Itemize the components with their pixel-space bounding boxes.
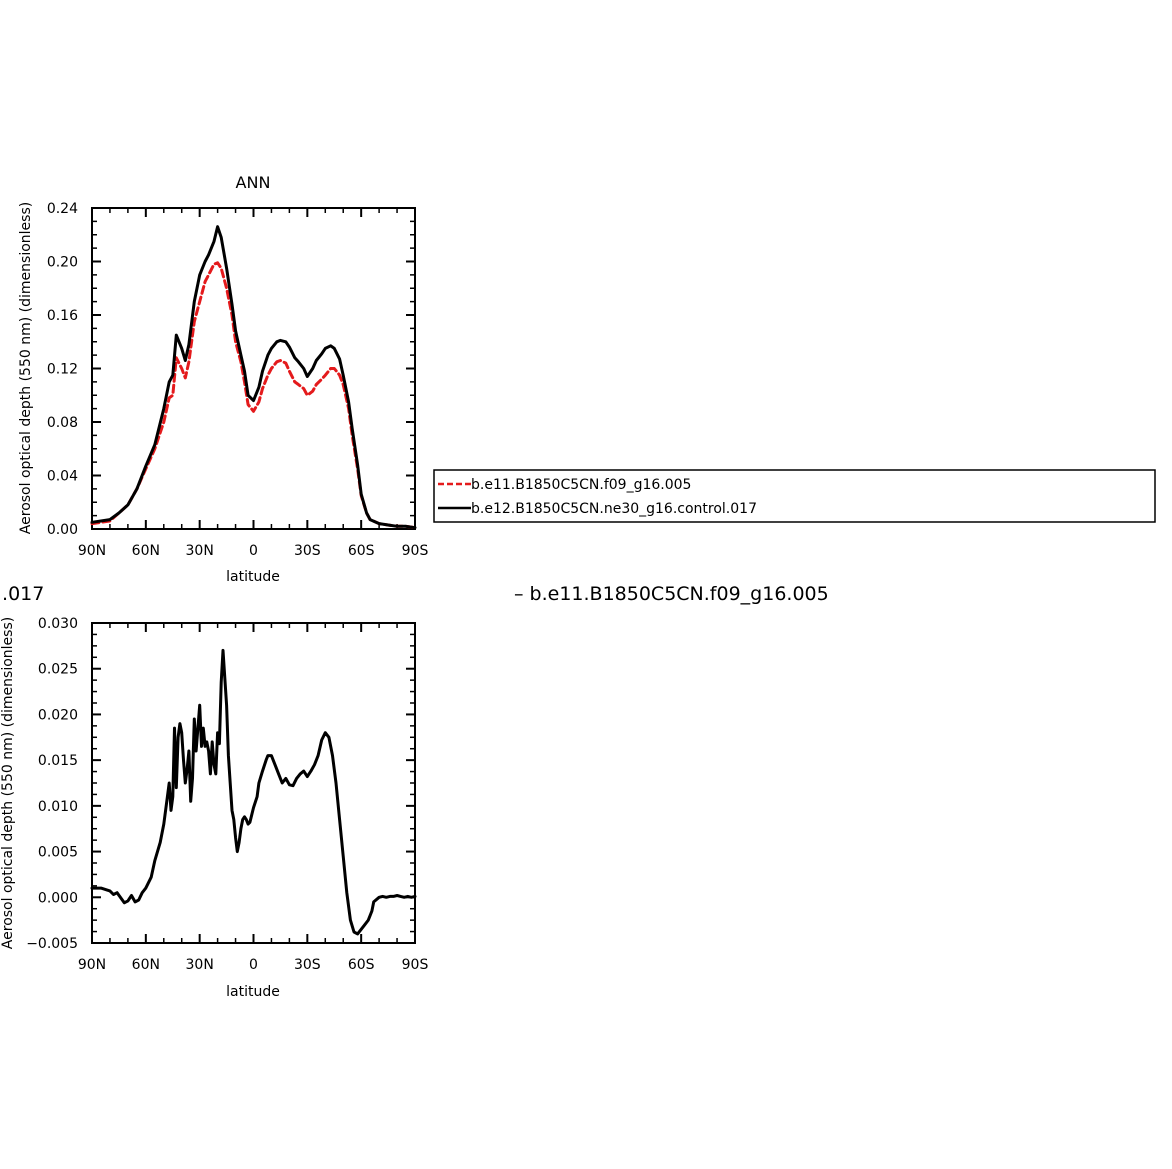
legend-entry-control: b.e12.B1850C5CN.ne30_g16.control.017: [471, 501, 757, 517]
y-tick-label: 0.020: [38, 707, 78, 723]
x-tick-label: 90N: [78, 543, 106, 559]
y-tick-label: 0.010: [38, 799, 78, 815]
series-line-b-e12-b1850c5cn-ne30-g16-control-017: [90, 225, 417, 530]
x-tick-label: 60N: [132, 543, 160, 559]
bottom-y-axis-label: Aerosol optical depth (550 nm) (dimensio…: [0, 617, 16, 949]
x-tick-label: 30S: [294, 957, 321, 973]
x-tick-label: 60S: [348, 543, 375, 559]
x-tick-label: 90S: [402, 543, 429, 559]
x-tick-label: 30N: [186, 543, 214, 559]
x-tick-label: 30S: [294, 543, 321, 559]
y-tick-label: 0.20: [47, 255, 78, 271]
y-tick-label: 0.16: [47, 308, 78, 324]
y-tick-label: 0.04: [47, 469, 78, 485]
top-ticks: [91, 207, 416, 530]
bottom-x-tick-labels: 90N 60N 30N 0 30S 60S 90S: [78, 957, 429, 973]
y-tick-label: 0.025: [38, 662, 78, 678]
y-tick-label: −0.005: [26, 936, 78, 952]
x-tick-label: 0: [249, 543, 258, 559]
legend-box: [433, 469, 1156, 523]
top-panel: ANN 0.00 0.04 0.08 0.12 0.16 0.20 0.24 90N 60N 3…: [18, 173, 428, 585]
x-tick-label: 60S: [348, 957, 375, 973]
x-tick-label: 30N: [186, 957, 214, 973]
top-title: ANN: [236, 173, 271, 192]
bottom-y-tick-labels: −0.005 0.000 0.005 0.010 0.015 0.020 0.025 0.03…: [26, 616, 78, 952]
bottom-x-axis-label: latitude: [226, 984, 280, 1000]
top-series-group: [90, 225, 417, 530]
y-tick-label: 0.08: [47, 415, 78, 431]
top-x-tick-labels: 90N 60N 30N 0 30S 60S 90S: [78, 543, 429, 559]
series-line-b-e11-b1850c5cn-f09-g16-005: [90, 261, 417, 530]
y-tick-label: 0.12: [47, 362, 78, 378]
top-y-axis-label: Aerosol optical depth (550 nm) (dimensio…: [18, 202, 34, 534]
diff-left-label: ..017: [0, 583, 44, 605]
y-tick-label: 0.005: [38, 845, 78, 861]
series-line-difference: [90, 648, 417, 936]
bottom-panel: −0.005 0.000 0.005 0.010 0.015 0.020 0.025 0.03…: [0, 616, 428, 1000]
x-tick-label: 90S: [402, 957, 429, 973]
y-tick-label: 0.015: [38, 753, 78, 769]
top-x-axis-label: latitude: [226, 569, 280, 585]
y-tick-label: 0.030: [38, 616, 78, 632]
y-tick-label: 0.00: [47, 522, 78, 538]
legend: b.e11.B1850C5CN.f09_g16.005 b.e12.B1850C…: [433, 469, 1156, 523]
x-tick-label: 0: [249, 957, 258, 973]
x-tick-label: 60N: [132, 957, 160, 973]
y-tick-label: 0.24: [47, 201, 78, 217]
bottom-ticks: [91, 622, 416, 944]
bottom-series-group: [90, 648, 417, 936]
top-y-tick-labels: 0.00 0.04 0.08 0.12 0.16 0.20 0.24: [47, 201, 78, 538]
x-tick-label: 90N: [78, 957, 106, 973]
legend-entry-test: b.e11.B1850C5CN.f09_g16.005: [471, 477, 691, 493]
y-tick-label: 0.000: [38, 890, 78, 906]
diff-right-label: – b.e11.B1850C5CN.f09_g16.005: [514, 583, 829, 605]
